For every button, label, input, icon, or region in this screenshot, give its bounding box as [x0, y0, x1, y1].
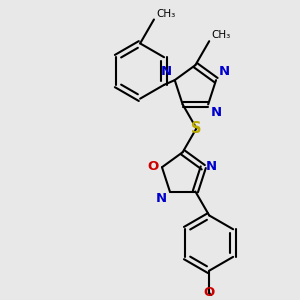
Text: CH₃: CH₃ — [156, 8, 175, 19]
Text: N: N — [161, 65, 172, 78]
Text: N: N — [156, 193, 167, 206]
Text: S: S — [191, 121, 202, 136]
Text: CH₃: CH₃ — [211, 30, 230, 40]
Text: O: O — [204, 286, 215, 299]
Text: O: O — [148, 160, 159, 173]
Text: N: N — [211, 106, 222, 119]
Text: N: N — [219, 65, 230, 78]
Text: N: N — [206, 160, 218, 173]
